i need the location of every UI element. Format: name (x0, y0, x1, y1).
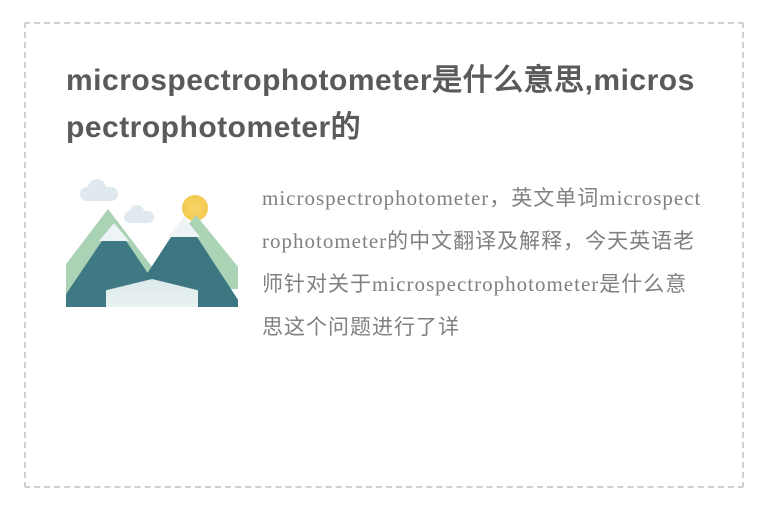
snowcap (168, 217, 200, 237)
article-body: microspectrophotometer，英文单词microspectrop… (66, 177, 702, 349)
article-title: microspectrophotometer是什么意思,microspectro… (66, 58, 702, 151)
snowcap (99, 223, 129, 241)
thumbnail-image (66, 177, 238, 307)
article-description: microspectrophotometer，英文单词microspectrop… (262, 177, 702, 349)
cloud-icon (80, 187, 118, 201)
article-card: microspectrophotometer是什么意思,microspectro… (24, 22, 744, 488)
